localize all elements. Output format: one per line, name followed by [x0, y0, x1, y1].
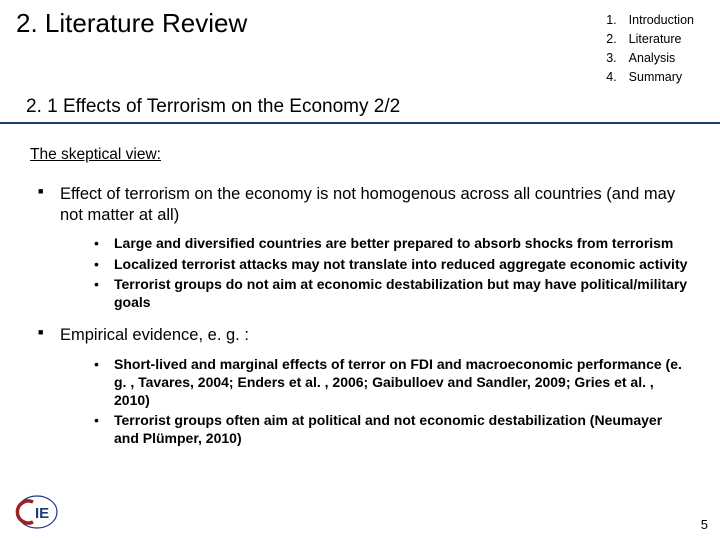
nav-num: 1. — [606, 12, 626, 29]
section-title: 2. Literature Review — [16, 8, 247, 39]
slide-content: The skeptical view: Effect of terrorism … — [0, 124, 720, 448]
view-heading: The skeptical view: — [30, 146, 690, 164]
bullet-main: Effect of terrorism on the economy is no… — [38, 184, 690, 312]
page-number: 5 — [701, 517, 708, 532]
nav-num: 2. — [606, 31, 626, 48]
nav-outline: 1.Introduction 2.Literature 3.Analysis 4… — [604, 8, 704, 88]
svg-text:IE: IE — [35, 505, 49, 522]
bullet-text: Empirical evidence, e. g. : — [60, 326, 249, 344]
bullet-sub: Localized terrorist attacks may not tran… — [94, 255, 690, 273]
nav-label: Summary — [629, 69, 694, 86]
bullet-text: Effect of terrorism on the economy is no… — [60, 185, 675, 224]
nav-label: Analysis — [629, 50, 694, 67]
bullet-sub: Terrorist groups do not aim at economic … — [94, 275, 690, 311]
bullet-sub: Short-lived and marginal effects of terr… — [94, 355, 690, 410]
section-subtitle: 2. 1 Effects of Terrorism on the Economy… — [0, 88, 720, 120]
bullet-sub: Large and diversified countries are bett… — [94, 234, 690, 252]
cie-logo: IE — [14, 494, 60, 530]
nav-num: 4. — [606, 69, 626, 86]
bullet-main: Empirical evidence, e. g. : Short-lived … — [38, 325, 690, 447]
bullet-sub: Terrorist groups often aim at political … — [94, 411, 690, 447]
nav-label: Literature — [629, 31, 694, 48]
nav-num: 3. — [606, 50, 626, 67]
nav-label: Introduction — [629, 12, 694, 29]
